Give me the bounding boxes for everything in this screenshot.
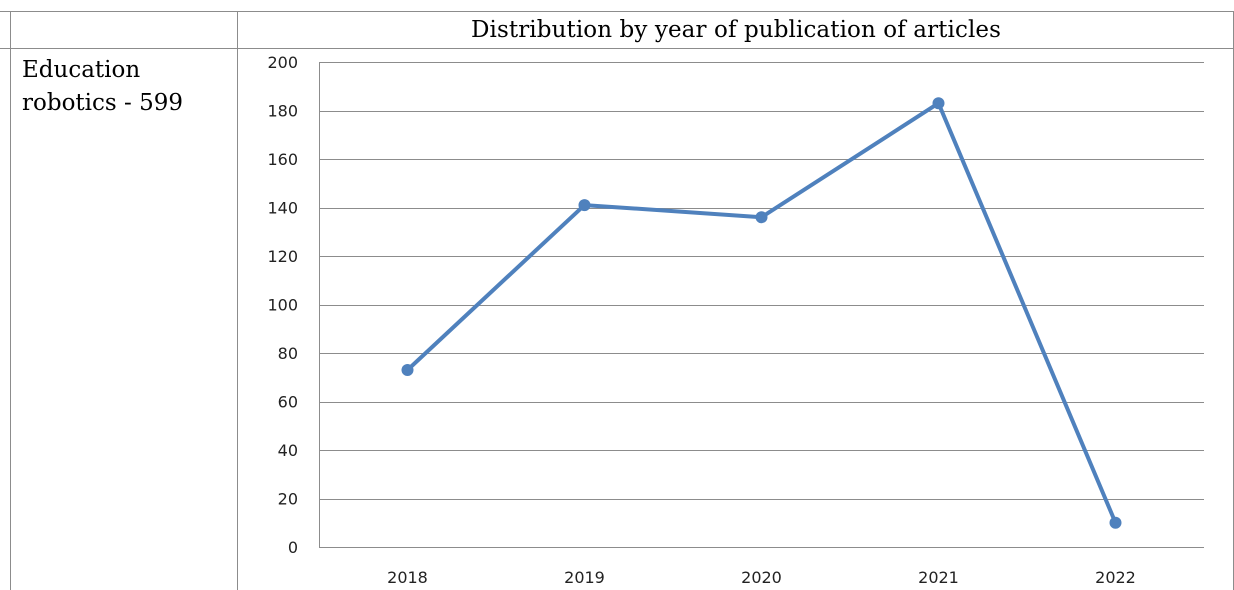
x-tick-label: 2021: [918, 568, 959, 587]
y-tick-label: 20: [278, 490, 298, 509]
y-tick-label: 120: [267, 247, 298, 266]
y-axis-ticks: 0 20 40 60 80 100 120 140 160 180 200: [267, 53, 298, 557]
y-tick-label: 160: [267, 150, 298, 169]
x-tick-label: 2019: [564, 568, 605, 587]
chart-gridlines: [319, 62, 1204, 500]
y-tick-label: 80: [278, 344, 298, 363]
x-tick-label: 2022: [1095, 568, 1136, 587]
data-point-2019: [578, 199, 591, 212]
x-axis-ticks: 2018 2019 2020 2021 2022: [387, 568, 1136, 587]
x-tick-label: 2020: [741, 568, 782, 587]
x-tick-label: 2018: [387, 568, 428, 587]
chart-axes: [319, 62, 1204, 548]
table-header-cell: Distribution by year of publication of a…: [238, 12, 1234, 48]
y-tick-label: 0: [288, 538, 298, 557]
y-tick-label: 200: [267, 53, 298, 72]
y-tick-label: 180: [267, 102, 298, 121]
data-point-2021: [932, 97, 945, 110]
data-point-2022: [1109, 516, 1122, 529]
y-tick-label: 60: [278, 393, 298, 412]
chart-heading: Distribution by year of publication of a…: [470, 17, 1002, 43]
y-tick-label: 140: [267, 199, 298, 218]
data-point-2020: [755, 211, 768, 224]
series-line: [406, 101, 1118, 524]
y-tick-label: 100: [267, 296, 298, 315]
y-tick-label: 40: [278, 441, 298, 460]
chart-series: [401, 97, 1122, 529]
table-row-label: Education robotics - 599: [22, 57, 183, 116]
data-point-2018: [401, 363, 414, 376]
